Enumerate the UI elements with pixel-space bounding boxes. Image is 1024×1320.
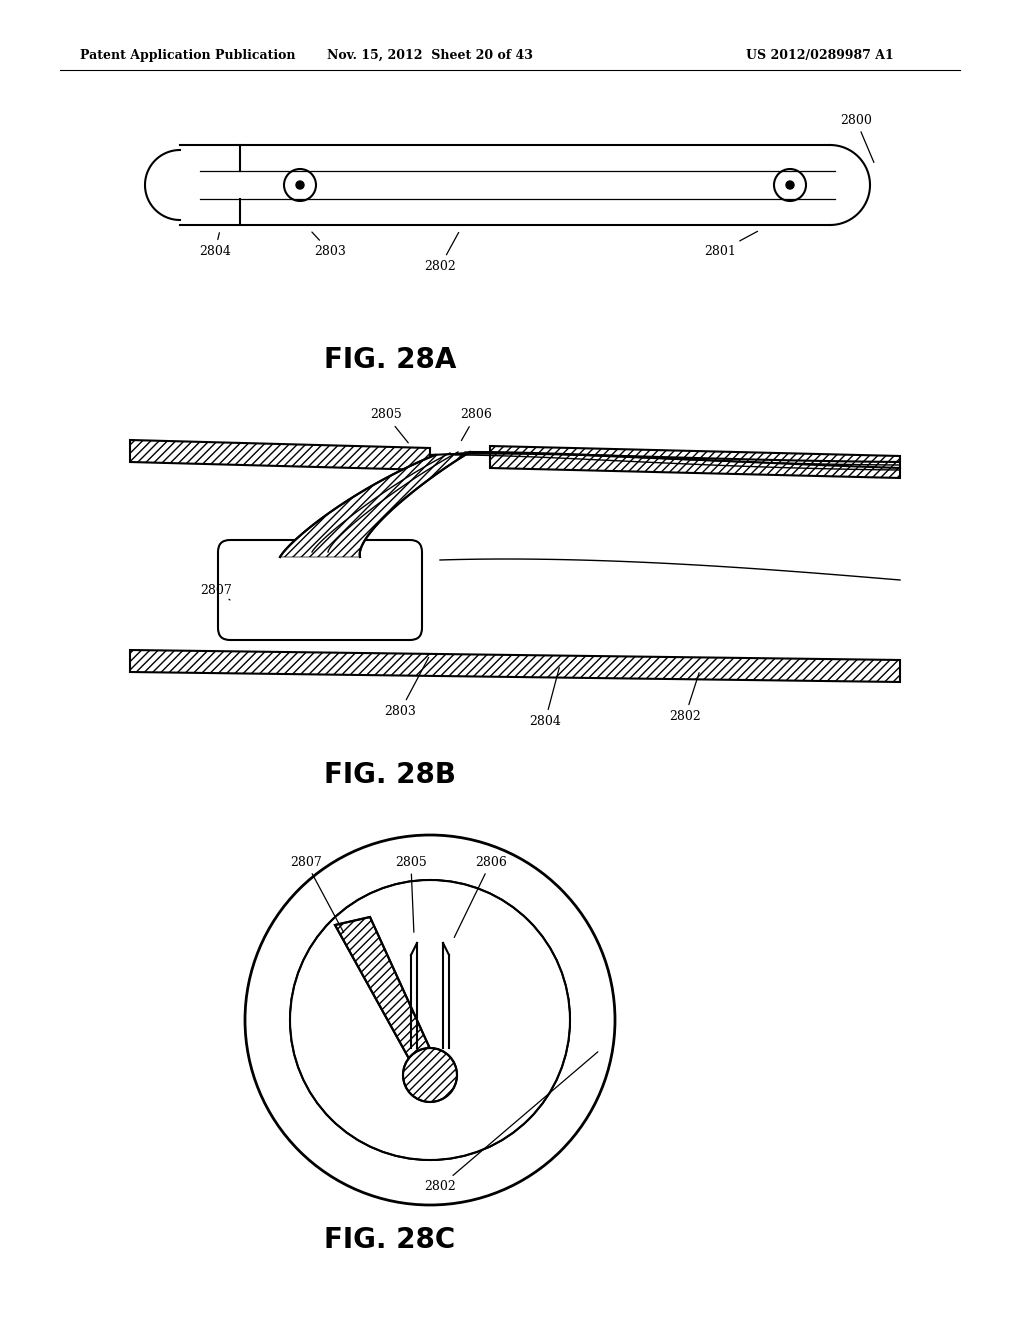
Text: 2804: 2804 [199, 232, 231, 257]
Text: Nov. 15, 2012  Sheet 20 of 43: Nov. 15, 2012 Sheet 20 of 43 [327, 49, 532, 62]
Wedge shape [466, 1142, 522, 1199]
Wedge shape [251, 1056, 309, 1113]
Wedge shape [382, 1155, 430, 1205]
Text: 2805: 2805 [370, 408, 409, 442]
Wedge shape [565, 1020, 615, 1068]
Wedge shape [565, 972, 615, 1020]
Text: 2807: 2807 [200, 583, 231, 601]
Text: 2802: 2802 [424, 1052, 598, 1193]
Text: 2802: 2802 [424, 232, 459, 273]
Polygon shape [490, 446, 900, 478]
Wedge shape [269, 1090, 331, 1151]
Wedge shape [466, 841, 522, 899]
Wedge shape [551, 1056, 608, 1113]
Wedge shape [430, 836, 478, 884]
Text: Patent Application Publication: Patent Application Publication [80, 49, 296, 62]
Wedge shape [269, 890, 331, 950]
Wedge shape [430, 1155, 478, 1205]
Wedge shape [245, 1020, 295, 1068]
Polygon shape [280, 451, 470, 557]
Text: 2803: 2803 [384, 657, 429, 718]
Text: 2806: 2806 [455, 855, 507, 937]
Wedge shape [251, 928, 309, 983]
Circle shape [291, 880, 569, 1159]
Wedge shape [529, 1090, 590, 1151]
Wedge shape [245, 972, 295, 1020]
Text: 2807: 2807 [290, 855, 344, 932]
Circle shape [284, 169, 316, 201]
Wedge shape [500, 1119, 561, 1180]
Polygon shape [130, 649, 900, 682]
Circle shape [786, 181, 794, 189]
Text: 2803: 2803 [312, 232, 346, 257]
Text: 2801: 2801 [705, 231, 758, 257]
Text: FIG. 28C: FIG. 28C [325, 1226, 456, 1254]
Polygon shape [130, 440, 430, 470]
Wedge shape [529, 890, 590, 950]
FancyBboxPatch shape [218, 540, 422, 640]
Circle shape [403, 1048, 457, 1102]
Wedge shape [299, 1119, 360, 1180]
Text: FIG. 28A: FIG. 28A [324, 346, 456, 374]
Polygon shape [335, 917, 442, 1074]
Wedge shape [338, 1142, 394, 1199]
Wedge shape [299, 859, 360, 921]
Circle shape [774, 169, 806, 201]
Wedge shape [551, 928, 608, 983]
Text: 2800: 2800 [840, 114, 873, 162]
Text: FIG. 28B: FIG. 28B [324, 762, 456, 789]
Wedge shape [382, 836, 430, 884]
Circle shape [296, 181, 304, 189]
Text: 2805: 2805 [395, 855, 427, 932]
Wedge shape [338, 841, 394, 899]
Text: 2802: 2802 [669, 673, 700, 723]
Text: 2804: 2804 [529, 668, 561, 729]
Text: 2806: 2806 [460, 408, 492, 441]
Text: US 2012/0289987 A1: US 2012/0289987 A1 [746, 49, 894, 62]
Wedge shape [500, 859, 561, 921]
